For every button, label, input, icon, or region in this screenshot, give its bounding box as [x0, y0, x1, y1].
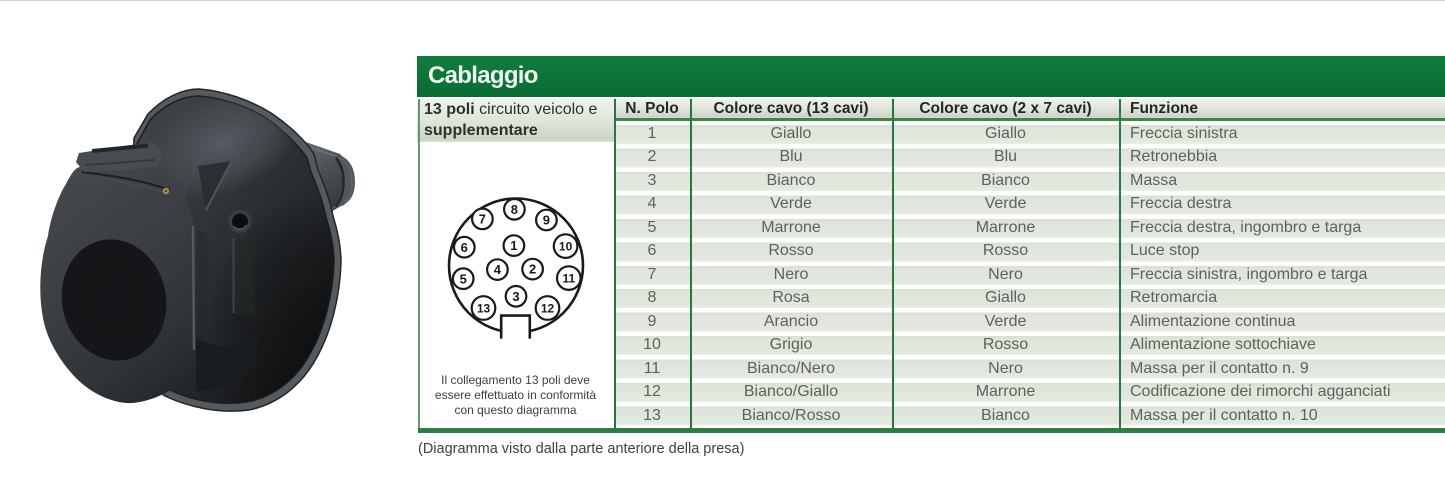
svg-text:10: 10 [559, 239, 573, 253]
svg-text:1: 1 [510, 238, 517, 253]
svg-text:8: 8 [511, 202, 518, 217]
svg-text:3: 3 [512, 289, 519, 304]
svg-text:7: 7 [479, 212, 486, 227]
svg-text:12: 12 [541, 301, 555, 315]
svg-text:11: 11 [562, 271, 575, 285]
svg-text:6: 6 [461, 240, 468, 255]
svg-text:9: 9 [543, 213, 550, 228]
svg-text:5: 5 [460, 271, 467, 286]
svg-text:4: 4 [494, 262, 502, 277]
svg-text:13: 13 [477, 301, 491, 315]
svg-text:2: 2 [529, 262, 536, 277]
